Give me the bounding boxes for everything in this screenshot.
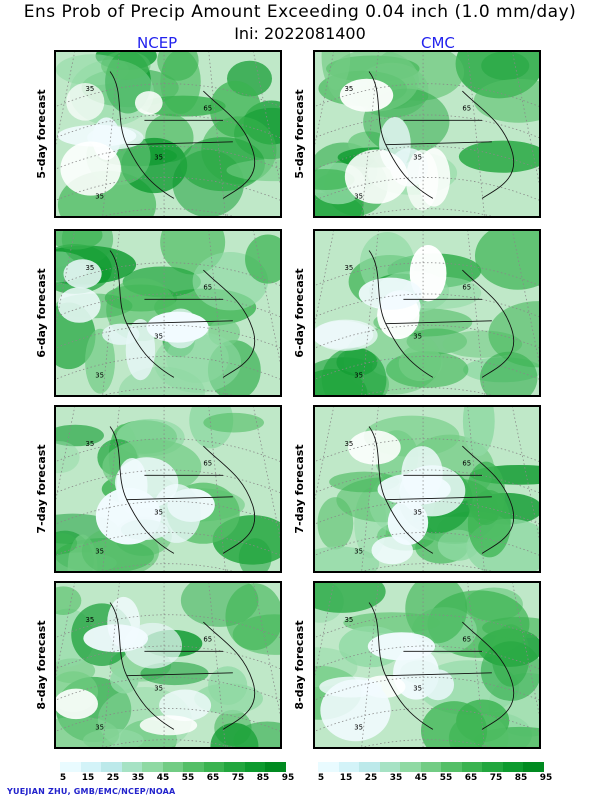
init-time: Ini: 2022081400: [234, 24, 366, 43]
legend-swatch: [162, 762, 183, 772]
contour-label: 35: [344, 440, 353, 448]
chart-title: Ens Prob of Precip Amount Exceeding 0.04…: [23, 2, 577, 22]
map-panel-cmc-8day: 35 65 35 35: [313, 581, 541, 749]
legend-swatch: [60, 762, 81, 772]
legend-tick-label: 85: [514, 773, 528, 783]
legend-tick-label: 55: [439, 773, 453, 783]
contour-label: 35: [413, 153, 422, 161]
map-panel-ncep-5day: 35 65 35 35: [54, 50, 282, 218]
legend-tick-label: 95: [539, 773, 553, 783]
contour-label: 65: [462, 636, 471, 644]
legend-swatch: [359, 762, 380, 772]
contour-label: 35: [344, 616, 353, 624]
legend-swatch: [142, 762, 163, 772]
legend-tick-label: 95: [281, 773, 295, 783]
contour-label: 35: [344, 85, 353, 93]
legend-swatch: [80, 762, 101, 772]
legend-tick-label: 25: [106, 773, 120, 783]
row-label-ncep-8day: 8-day forecast: [35, 620, 48, 710]
map-panel-ncep-7day: 35 65 35 35: [54, 405, 282, 573]
legend-tick-label: 5: [59, 773, 67, 783]
contour-label: 35: [85, 264, 94, 272]
legend-swatch: [224, 762, 245, 772]
map-panel-ncep-8day: 35 65 35 35: [54, 581, 282, 749]
legend-swatch: [203, 762, 224, 772]
legend-tick-label: 65: [464, 773, 478, 783]
row-label-cmc-5day: 5-day forecast: [293, 89, 306, 179]
author-credit: YUEJIAN ZHU, GMB/EMC/NCEP/NOAA: [7, 787, 176, 796]
contour-label: 35: [85, 440, 94, 448]
legend-tick-label: 75: [489, 773, 503, 783]
contour-label: 65: [203, 105, 212, 113]
legend-tick-label: 85: [256, 773, 270, 783]
contour-label: 35: [154, 684, 163, 692]
legend-tick-label: 35: [389, 773, 403, 783]
legend-tick-label: 45: [414, 773, 428, 783]
legend-ticks-cmc: 5 15 25 35 45 55 65 75 85 95: [318, 773, 568, 785]
legend-swatch: [183, 762, 204, 772]
contour-label: 35: [95, 192, 104, 200]
legend-tick-label: 55: [181, 773, 195, 783]
legend-tick-label: 25: [364, 773, 378, 783]
row-label-cmc-8day: 8-day forecast: [293, 620, 306, 710]
contour-label: 65: [462, 105, 471, 113]
legend-swatch: [101, 762, 122, 772]
legend-colorbar-ncep: [60, 762, 286, 772]
legend-swatch: [502, 762, 523, 772]
model-label-ncep: NCEP: [137, 34, 178, 52]
legend-tick-label: 45: [156, 773, 170, 783]
row-label-cmc-7day: 7-day forecast: [293, 444, 306, 534]
legend-swatch: [379, 762, 400, 772]
legend-tick-label: 15: [81, 773, 95, 783]
legend-swatch: [265, 762, 286, 772]
legend-tick-label: 5: [317, 773, 325, 783]
contour-label: 35: [95, 547, 104, 555]
legend-swatch: [461, 762, 482, 772]
contour-label: 65: [462, 284, 471, 292]
contour-label: 35: [154, 153, 163, 161]
model-label-cmc: CMC: [421, 34, 455, 52]
legend-swatch: [400, 762, 421, 772]
contour-label: 35: [354, 547, 363, 555]
legend-tick-label: 15: [339, 773, 353, 783]
row-label-ncep-5day: 5-day forecast: [35, 89, 48, 179]
map-panel-ncep-6day: 35 65 35 35: [54, 229, 282, 397]
row-label-cmc-6day: 6-day forecast: [293, 268, 306, 358]
legend-tick-label: 75: [231, 773, 245, 783]
legend-swatch: [338, 762, 359, 772]
legend-swatch: [523, 762, 544, 772]
contour-label: 35: [413, 508, 422, 516]
legend-swatch: [121, 762, 142, 772]
contour-label: 35: [95, 723, 104, 731]
map-panel-cmc-6day: 35 65 35 35: [313, 229, 541, 397]
map-panel-cmc-7day: 35 65 35 35: [313, 405, 541, 573]
legend-swatch: [441, 762, 462, 772]
legend-swatch: [244, 762, 265, 772]
legend-swatch: [482, 762, 503, 772]
contour-label: 65: [203, 460, 212, 468]
legend-ticks-ncep: 5 15 25 35 45 55 65 75 85 95: [60, 773, 310, 785]
contour-label: 35: [344, 264, 353, 272]
contour-label: 35: [95, 371, 104, 379]
contour-label: 65: [203, 284, 212, 292]
map-panel-cmc-5day: 35 65 35 35: [313, 50, 541, 218]
contour-label: 35: [85, 85, 94, 93]
contour-label: 35: [413, 332, 422, 340]
contour-label: 35: [354, 723, 363, 731]
legend-tick-label: 65: [206, 773, 220, 783]
contour-label: 35: [413, 684, 422, 692]
contour-label: 35: [354, 192, 363, 200]
row-label-ncep-6day: 6-day forecast: [35, 268, 48, 358]
contour-label: 35: [354, 371, 363, 379]
legend-swatch: [420, 762, 441, 772]
contour-label: 65: [203, 636, 212, 644]
contour-label: 35: [154, 332, 163, 340]
legend-colorbar-cmc: [318, 762, 544, 772]
contour-label: 65: [462, 460, 471, 468]
row-label-ncep-7day: 7-day forecast: [35, 444, 48, 534]
contour-label: 35: [85, 616, 94, 624]
legend-swatch: [318, 762, 339, 772]
legend-tick-label: 35: [131, 773, 145, 783]
contour-label: 35: [154, 508, 163, 516]
